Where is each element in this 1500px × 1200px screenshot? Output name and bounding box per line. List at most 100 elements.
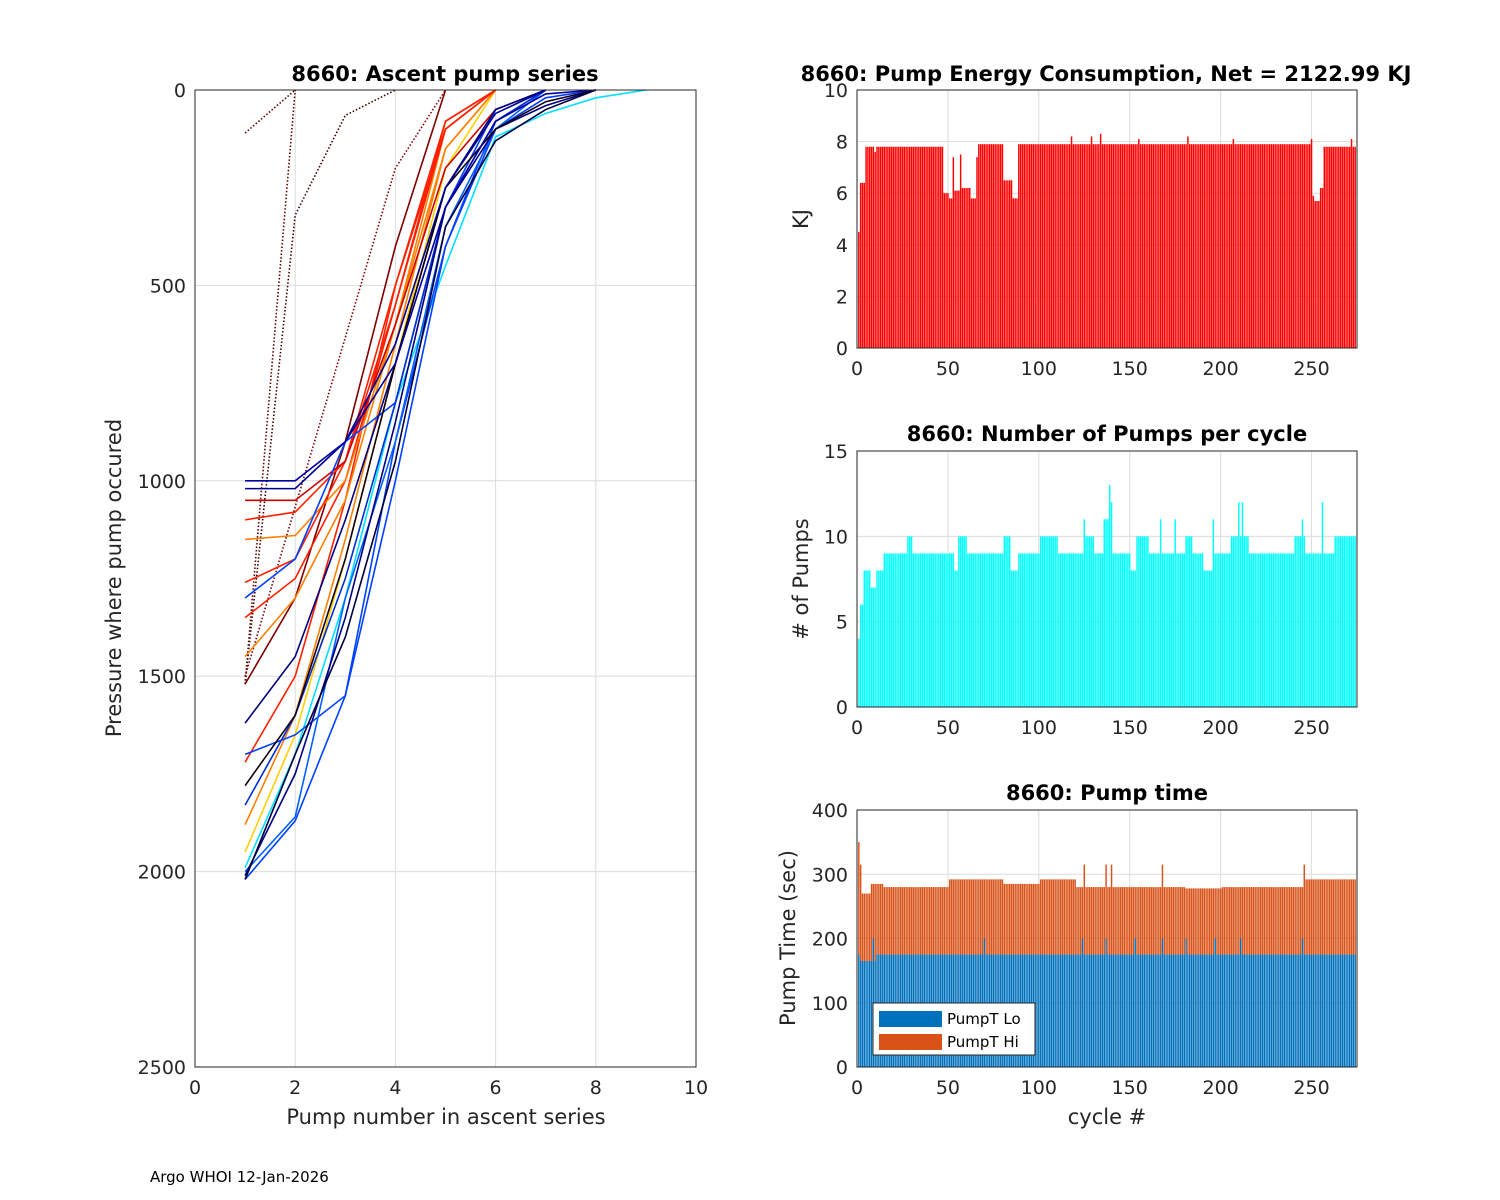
bar [885, 553, 887, 707]
bar [1072, 553, 1075, 707]
bar [970, 198, 973, 348]
bar [872, 587, 875, 707]
bar [1025, 144, 1027, 348]
bar [1216, 144, 1218, 348]
bar [1185, 536, 1187, 707]
bar [1172, 144, 1175, 348]
bar-pumpt-hi [1269, 887, 1271, 955]
bar-pumpt-hi [1316, 879, 1318, 955]
bar [1123, 144, 1125, 348]
bar [1130, 570, 1133, 707]
bar-pumpt-hi [887, 887, 889, 955]
bar [1027, 553, 1029, 707]
bar [1329, 553, 1331, 707]
x-tick-label: 0 [851, 1077, 863, 1099]
bar [914, 553, 916, 707]
bar-pumpt-lo [867, 960, 869, 1067]
bar-pumpt-lo [1049, 954, 1051, 1067]
bar-pumpt-hi [1178, 887, 1180, 955]
bar [874, 151, 876, 348]
bar [1256, 553, 1258, 707]
bar-pumpt-hi [1236, 887, 1238, 955]
bar-pumpt-hi [992, 879, 995, 955]
bar-pumpt-lo [1105, 938, 1107, 1067]
bar [932, 553, 935, 707]
bar [1014, 570, 1016, 707]
bar-pumpt-lo [1203, 954, 1205, 1067]
bar [969, 553, 971, 707]
bar [1138, 536, 1140, 707]
bar [1139, 536, 1142, 707]
bar-pumpt-hi [1107, 887, 1109, 955]
bar-pumpt-hi [1025, 883, 1027, 955]
bar-pumpt-lo [1081, 938, 1084, 1067]
bar-pumpt-lo [1161, 938, 1164, 1067]
bar-pumpt-lo [1325, 954, 1327, 1067]
bar-pumpt-hi [1349, 879, 1351, 955]
bar [939, 553, 942, 707]
bar-pumpt-lo [1249, 954, 1251, 1067]
bar-pumpt-hi [965, 879, 967, 955]
bar [1090, 536, 1093, 707]
bar [1279, 553, 1282, 707]
bar [1301, 519, 1304, 707]
bar [1047, 144, 1049, 348]
bar [1125, 144, 1127, 348]
bar-pumpt-hi [1101, 887, 1104, 955]
bar-pumpt-lo [1074, 954, 1076, 1067]
bar-pumpt-hi [1310, 879, 1313, 955]
bar-pumpt-hi [1032, 883, 1035, 955]
bar-pumpt-lo [863, 960, 865, 1067]
bar-pumpt-lo [1212, 954, 1215, 1067]
bar [1112, 553, 1115, 707]
x-tick-label: 100 [1021, 717, 1057, 739]
bar-pumpt-lo [1216, 954, 1218, 1067]
bar [983, 553, 985, 707]
bar [1243, 536, 1245, 707]
bar [1176, 144, 1178, 348]
bar [1043, 536, 1045, 707]
bar [1190, 144, 1193, 348]
bar-pumpt-hi [1218, 888, 1220, 955]
bar-pumpt-lo [1270, 954, 1273, 1067]
bar-pumpt-hi [1050, 879, 1053, 955]
bar [1327, 553, 1329, 707]
x-tick-label: 8 [590, 1077, 602, 1099]
bar-pumpt-hi [1018, 883, 1020, 955]
bar-pumpt-lo [1089, 954, 1091, 1067]
bar [1065, 553, 1067, 707]
bar-pumpt-hi [1319, 879, 1322, 955]
bar [1265, 144, 1267, 348]
bar [901, 553, 904, 707]
y-tick-label: 0 [174, 80, 186, 102]
bar [1309, 553, 1311, 707]
bar-pumpt-hi [1305, 879, 1307, 955]
bar [1039, 536, 1042, 707]
bar [1349, 146, 1351, 348]
bar [1225, 553, 1227, 707]
bar [1094, 553, 1096, 707]
bar-pumpt-lo [1319, 954, 1322, 1067]
bar-pumpt-lo [1309, 954, 1311, 1067]
bar [874, 587, 876, 707]
bar [1165, 144, 1167, 348]
bar [1274, 553, 1276, 707]
bar-pumpt-hi [867, 893, 869, 961]
bar-pumpt-hi [1307, 879, 1309, 955]
bar [1234, 144, 1236, 348]
bar-pumpt-lo [1065, 954, 1067, 1067]
bar [996, 553, 998, 707]
bar-pumpt-hi [1105, 864, 1107, 939]
x-tick-label: 150 [1112, 1077, 1148, 1099]
bar [1045, 536, 1047, 707]
bar-pumpt-hi [1250, 887, 1253, 955]
bar [1167, 144, 1169, 348]
bar [1223, 553, 1225, 707]
bar [938, 146, 940, 348]
bar-pumpt-hi [885, 887, 887, 955]
bar [1096, 144, 1098, 348]
bar-pumpt-hi [1241, 887, 1244, 955]
bar-pumpt-hi [1203, 888, 1205, 955]
bar [1147, 144, 1149, 348]
bar [1243, 144, 1245, 348]
